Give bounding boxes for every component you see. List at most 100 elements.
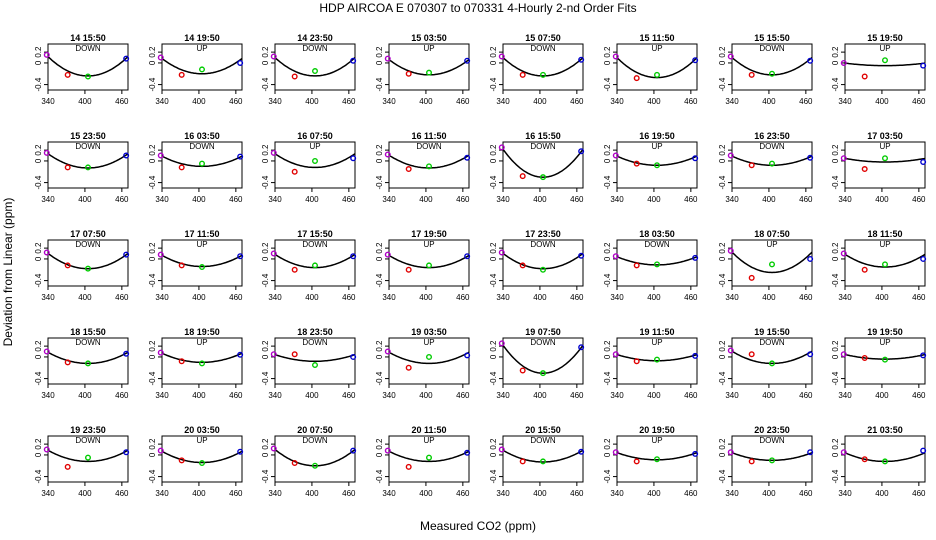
fit-curve [274,253,356,269]
panel-title: 15 07:50 [525,33,561,43]
panel-direction-label: DOWN [759,44,785,53]
data-point [270,250,277,257]
data-point [519,71,526,78]
y-tick-label: -0.4 [261,371,270,385]
y-tick-label: -0.4 [489,77,498,91]
data-point [692,352,699,359]
fit-curve [274,57,356,77]
y-tick-label: 0 [34,354,43,359]
panel-direction-label: DOWN [530,436,556,445]
data-point [861,266,868,273]
x-tick-label: 400 [762,195,776,204]
data-point [498,249,505,256]
data-point [312,157,319,164]
panel-frame [388,141,470,189]
y-tick-label: 0 [489,158,498,163]
y-tick-label: 0.2 [375,46,384,58]
panel-title: 16 15:50 [525,131,561,141]
x-tick-label: 400 [533,489,547,498]
y-tick-label: -0.4 [34,175,43,189]
data-point [920,352,927,359]
panel-direction-label: UP [423,44,434,53]
panel-direction-label: UP [309,142,320,151]
data-point [350,253,357,260]
data-point [350,57,357,64]
data-point [861,166,868,173]
x-tick-label: 460 [684,97,698,106]
data-point [882,458,889,465]
x-tick-label: 340 [838,293,852,302]
fit-curve [616,256,698,266]
fit-curve [388,154,470,169]
data-point [405,166,412,173]
data-point [291,351,298,358]
data-point [64,359,71,366]
data-point [405,70,412,77]
fit-curve [47,449,129,463]
fit-curve [731,451,813,462]
data-point [350,447,357,454]
data-point [498,53,505,60]
y-tick-label: 0 [489,256,498,261]
y-tick-label: 0 [831,158,840,163]
panel-frame [388,43,470,91]
x-tick-label: 460 [456,489,470,498]
panel-direction-label: DOWN [644,240,670,249]
fit-curve [502,449,584,463]
panel-frame [731,239,813,287]
data-point [84,265,91,272]
data-point [578,448,585,455]
panel-title: 20 15:50 [525,425,561,435]
data-point [157,251,164,258]
panel-frame [844,337,926,385]
data-point [198,360,205,367]
x-tick-label: 460 [456,391,470,400]
x-tick-label: 340 [610,391,624,400]
panel-title: 18 23:50 [297,327,333,337]
y-tick-label: 0.2 [831,242,840,254]
y-tick-label: -0.4 [261,273,270,287]
y-tick-label: 0.2 [489,242,498,254]
y-tick-label: -0.4 [718,371,727,385]
data-point [748,351,755,358]
data-point [769,160,776,167]
y-tick-label: 0.2 [261,46,270,58]
data-point [654,356,661,363]
panel-title: 18 15:50 [70,327,106,337]
fit-curve [844,353,926,360]
y-tick-label: -0.4 [375,273,384,287]
x-tick-label: 340 [41,195,55,204]
fit-curve [47,56,129,77]
data-point [237,253,244,260]
x-tick-label: 400 [875,195,889,204]
data-point [123,449,130,456]
x-tick-label: 460 [570,195,584,204]
data-point [578,56,585,63]
y-tick-label: 0 [831,60,840,65]
x-tick-label: 400 [533,391,547,400]
x-tick-label: 340 [41,293,55,302]
x-tick-label: 400 [192,195,206,204]
x-tick-label: 460 [229,391,243,400]
x-tick-label: 340 [610,195,624,204]
fit-curve [844,253,926,268]
data-point [727,53,734,60]
x-tick-label: 340 [610,293,624,302]
panel-frame [616,435,698,483]
data-point [198,160,205,167]
fit-curve [731,56,813,76]
x-tick-label: 460 [912,195,926,204]
y-tick-label: 0 [148,158,157,163]
y-tick-label: -0.4 [34,77,43,91]
data-point [692,155,699,162]
y-tick-label: 0.2 [603,242,612,254]
panel-direction-label: DOWN [302,44,328,53]
panel-direction-label: UP [879,142,890,151]
